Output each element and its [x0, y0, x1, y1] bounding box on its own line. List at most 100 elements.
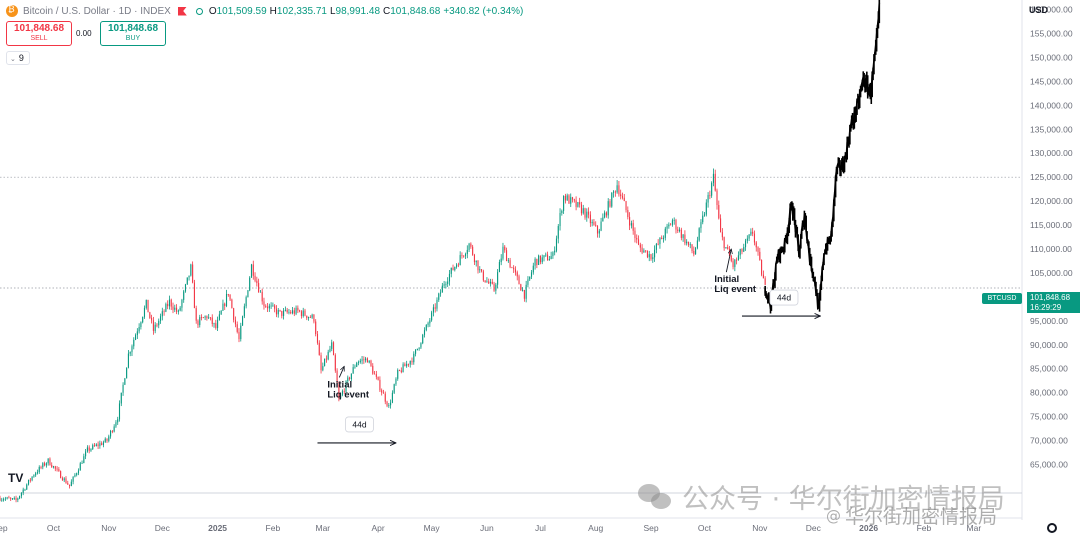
candle-body: [473, 254, 475, 263]
indicators-toggle[interactable]: ⌄ 9: [6, 51, 30, 65]
projection-line: [764, 2, 881, 311]
close-value: 101,848.68: [390, 5, 441, 17]
candle-body: [416, 348, 418, 351]
candle-body: [170, 299, 172, 307]
candle-body: [313, 314, 315, 322]
x-tick-label: Mar: [316, 523, 331, 533]
candle-body: [425, 324, 427, 331]
candle-body: [229, 294, 231, 300]
candle-body: [304, 310, 306, 316]
candle-body: [45, 463, 47, 466]
candle-body: [152, 320, 154, 331]
candle-body: [661, 237, 663, 240]
candle-body: [498, 262, 500, 273]
candle-body: [748, 234, 750, 239]
currency-selector[interactable]: USD: [1029, 5, 1049, 15]
candle-body: [74, 474, 76, 477]
candle-body: [209, 317, 212, 319]
candle-body: [611, 192, 613, 207]
candle-body: [682, 234, 684, 238]
candle-body: [507, 260, 509, 262]
candle-body: [475, 260, 477, 263]
candle-body: [479, 269, 481, 271]
candle-body: [431, 312, 433, 321]
candle-body: [129, 352, 131, 354]
candle-body: [281, 310, 283, 316]
candle-body: [557, 226, 559, 239]
candle-body: [343, 391, 345, 393]
candle-body: [11, 498, 14, 500]
candle-body: [527, 279, 529, 285]
y-tick-label: 90,000.00: [1030, 340, 1068, 350]
candle-body: [202, 317, 204, 319]
candle-body: [489, 281, 492, 284]
candle-body: [81, 463, 83, 464]
candle-body: [179, 307, 181, 311]
candle-body: [204, 316, 206, 318]
candle-body: [190, 264, 192, 276]
candle-body: [181, 299, 183, 308]
tradingview-logo[interactable]: TV: [8, 471, 24, 485]
candle-body: [623, 197, 625, 202]
candle-body: [279, 309, 281, 311]
watermark: 公众号 · 华尔街加密情报局: [638, 477, 1005, 516]
low-value: 98,991.48: [335, 5, 381, 17]
candle-body: [6, 497, 8, 499]
candle-body: [500, 258, 502, 263]
candle-body: [49, 458, 51, 466]
candle-body: [359, 360, 361, 363]
candle-body: [439, 292, 442, 294]
candle-body: [657, 243, 659, 245]
candle-body: [718, 205, 720, 219]
candle-body: [753, 233, 756, 243]
candle-body: [88, 447, 90, 451]
buy-button[interactable]: 101,848.68 BUY: [100, 21, 166, 46]
candle-body: [104, 438, 106, 443]
candle-body: [192, 264, 194, 283]
candle-body: [675, 220, 677, 230]
symbol-title[interactable]: Bitcoin / U.S. Dollar · 1D · INDEX: [23, 5, 171, 17]
range-box: [769, 289, 799, 306]
candle-body: [277, 309, 279, 315]
candle-body: [29, 479, 31, 481]
bar-countdown: 16:29:29: [1030, 303, 1062, 312]
candle-body: [548, 259, 550, 261]
candle-body: [600, 221, 602, 231]
candle-body: [222, 303, 224, 311]
sell-button[interactable]: 101,848.68 SELL: [6, 21, 72, 46]
candle-body: [69, 484, 71, 487]
candle-body: [725, 247, 727, 249]
candle-body: [450, 267, 452, 274]
candle-body: [63, 478, 65, 481]
projection: [764, 0, 881, 314]
candle-body: [291, 310, 294, 314]
candle-body: [99, 443, 101, 447]
candle-body: [332, 342, 335, 356]
candle-body: [441, 285, 443, 293]
candle-body: [627, 210, 629, 217]
candle-body: [639, 244, 641, 248]
settings-gear-icon[interactable]: [1047, 523, 1057, 533]
candle-body: [559, 213, 561, 227]
candle-body: [463, 255, 465, 257]
candle-body: [176, 307, 178, 312]
candle-body: [95, 444, 97, 446]
candle-body: [607, 201, 609, 216]
candle-body: [395, 378, 397, 385]
candle-body: [122, 384, 124, 393]
candle-body: [671, 220, 673, 225]
open-value: 101,509.59: [216, 5, 267, 17]
candle-body: [591, 221, 593, 224]
x-tick-label: 2025: [208, 523, 227, 533]
candle-body: [36, 472, 39, 474]
candle-body: [604, 212, 606, 218]
candle-body: [172, 306, 174, 310]
candle-body: [163, 311, 165, 313]
flag-icon[interactable]: [177, 6, 187, 16]
y-tick-label: 155,000.00: [1030, 29, 1073, 39]
candle-body: [541, 257, 543, 263]
x-tick-label: Apr: [372, 523, 385, 533]
annotation-arrow: [338, 366, 345, 378]
candle-body: [447, 281, 449, 284]
